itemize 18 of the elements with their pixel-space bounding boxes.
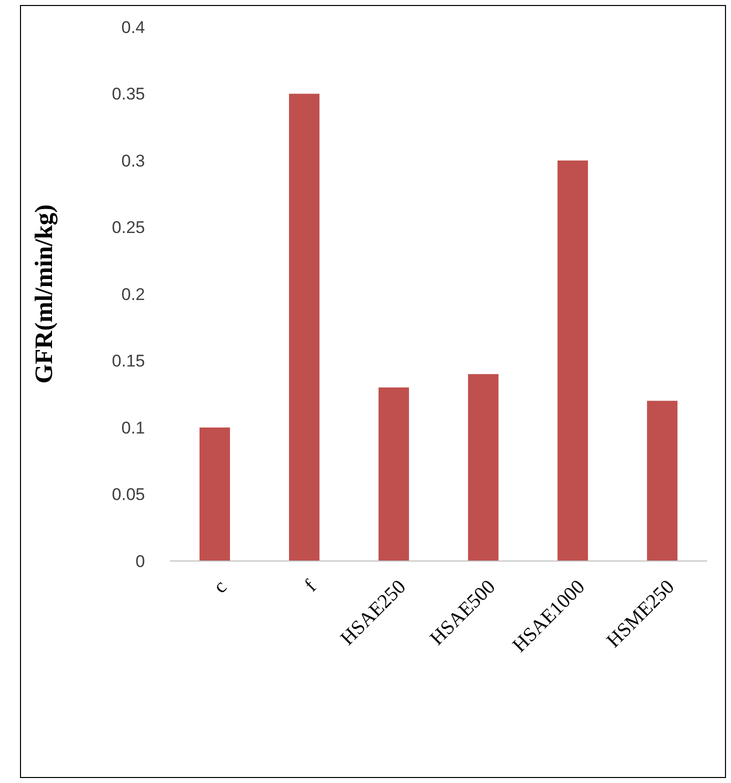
y-tick-label: 0.25 — [112, 218, 145, 238]
y-tick-label: 0 — [136, 552, 145, 571]
bar — [200, 428, 230, 561]
y-tick-label: 0.2 — [121, 284, 145, 304]
y-tick-label: 0.3 — [121, 151, 145, 170]
bar — [468, 374, 498, 561]
y-tick-label: 0.35 — [112, 84, 145, 104]
bar — [558, 160, 588, 561]
bar — [378, 387, 409, 561]
bar — [289, 94, 320, 561]
bar — [647, 400, 678, 561]
y-tick-label: 0.15 — [112, 352, 145, 371]
x-tick-label: f — [300, 576, 321, 596]
y-tick-label: 0.05 — [112, 485, 145, 504]
y-tick-label: 0.1 — [121, 418, 145, 438]
x-tick-label: c — [209, 576, 232, 598]
y-tick-label: 0.4 — [121, 18, 145, 37]
y-axis-title: GFR(ml/min/kg) — [31, 204, 58, 384]
